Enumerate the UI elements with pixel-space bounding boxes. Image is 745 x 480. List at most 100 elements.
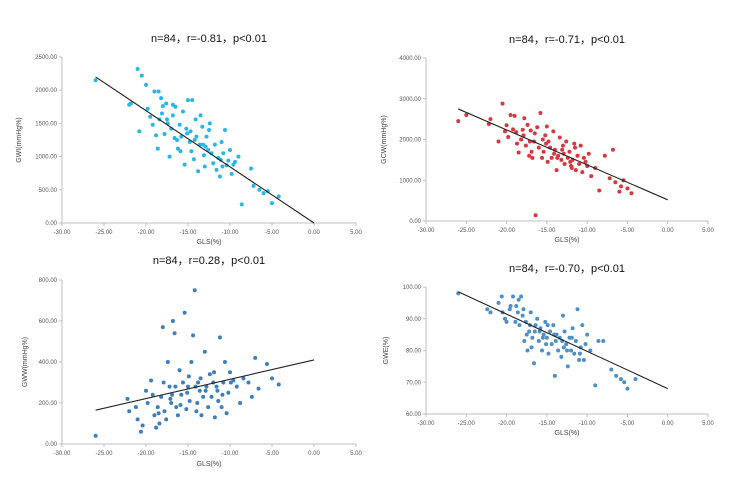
x-tick-label: -30.00 xyxy=(53,451,71,457)
x-tick-label: -20.00 xyxy=(137,451,155,457)
data-point xyxy=(625,386,630,391)
y-tick-label: 100.00 xyxy=(403,285,422,291)
data-point xyxy=(175,138,180,142)
x-tick-label: -20.00 xyxy=(498,228,516,234)
data-point xyxy=(633,377,638,382)
data-point xyxy=(524,332,529,337)
x-tick-label: 5.00 xyxy=(702,421,714,427)
data-point xyxy=(233,159,238,164)
data-point xyxy=(137,129,142,134)
data-point xyxy=(155,405,160,410)
data-point xyxy=(179,392,184,397)
data-point xyxy=(520,313,525,318)
data-point xyxy=(525,348,530,353)
data-point xyxy=(219,405,224,410)
data-point xyxy=(172,331,177,336)
x-tick-label: -25.00 xyxy=(95,230,113,236)
data-point xyxy=(169,401,174,405)
data-point xyxy=(211,161,216,166)
data-point xyxy=(521,307,526,312)
data-point xyxy=(212,142,217,147)
data-point xyxy=(529,149,534,154)
y-tick-label: 80.00 xyxy=(406,349,422,355)
data-point xyxy=(164,101,169,106)
x-tick-label: -25.00 xyxy=(95,451,113,457)
y-tick-label: 800.00 xyxy=(39,278,58,284)
data-point xyxy=(145,106,150,111)
data-point xyxy=(234,384,239,389)
data-point xyxy=(226,158,231,163)
data-point xyxy=(184,407,189,412)
x-axis-label: GLS(%) xyxy=(197,239,222,246)
data-point xyxy=(528,310,533,315)
y-tick-label: 1000.00 xyxy=(35,155,57,161)
data-point xyxy=(190,98,195,103)
data-point xyxy=(553,338,558,343)
data-point xyxy=(264,362,269,367)
data-point xyxy=(507,307,512,312)
data-point xyxy=(139,73,144,78)
data-point xyxy=(238,401,243,405)
chart-gww-vs-gls: 0.00 200.00 400.00 600.00 800.00 -30.00 -25.00… xyxy=(22,255,362,468)
data-point xyxy=(577,351,582,356)
data-point xyxy=(154,425,159,430)
data-point xyxy=(194,134,199,139)
data-point xyxy=(207,121,212,126)
data-point xyxy=(261,191,266,196)
data-point xyxy=(512,113,517,118)
x-tick-label: -30.00 xyxy=(53,230,71,236)
data-point xyxy=(560,147,565,152)
data-point xyxy=(508,304,513,309)
data-point xyxy=(180,109,185,114)
data-point xyxy=(177,122,182,127)
data-point xyxy=(175,146,180,151)
data-point xyxy=(514,304,519,309)
x-tick-label: -15.00 xyxy=(179,451,197,457)
data-point xyxy=(241,376,246,381)
data-point xyxy=(182,162,187,167)
trendline xyxy=(95,359,315,411)
data-point xyxy=(93,433,98,438)
data-point xyxy=(515,141,520,146)
data-point xyxy=(156,89,161,94)
data-point xyxy=(527,329,532,334)
data-point xyxy=(152,89,157,94)
data-point xyxy=(516,150,521,155)
data-point xyxy=(581,358,586,363)
trendline xyxy=(458,108,668,201)
data-point xyxy=(567,149,572,154)
data-point xyxy=(625,186,630,191)
data-point xyxy=(569,348,574,353)
data-point xyxy=(504,123,509,128)
data-point xyxy=(522,116,527,121)
data-point xyxy=(170,113,175,118)
chart-title: n=84，r=0.28，p<0.01 xyxy=(153,255,265,267)
data-point xyxy=(499,294,504,299)
x-tick-label: 5.00 xyxy=(350,451,362,457)
y-axis-label: GWW(mmHg%) xyxy=(22,337,29,387)
data-point xyxy=(609,367,614,372)
y-tick-label: 400.00 xyxy=(39,360,58,366)
data-point xyxy=(569,166,574,171)
y-tick-label: 2500.00 xyxy=(35,55,57,61)
data-point xyxy=(488,310,493,315)
x-tick-label: -10.00 xyxy=(579,228,597,234)
data-point xyxy=(580,323,585,328)
data-point xyxy=(530,335,535,340)
data-point xyxy=(212,370,217,375)
data-point xyxy=(557,135,562,140)
data-point xyxy=(236,154,241,159)
data-point xyxy=(178,149,183,154)
data-point xyxy=(540,155,545,160)
data-point xyxy=(602,153,607,158)
data-point xyxy=(256,386,261,391)
data-point xyxy=(554,168,559,173)
data-point xyxy=(549,155,554,160)
data-point xyxy=(192,288,197,293)
data-point xyxy=(251,183,256,188)
x-tick-label: -20.00 xyxy=(137,230,155,236)
data-point xyxy=(217,174,222,179)
data-point xyxy=(569,335,574,340)
data-point xyxy=(575,153,580,158)
data-point xyxy=(192,138,197,142)
